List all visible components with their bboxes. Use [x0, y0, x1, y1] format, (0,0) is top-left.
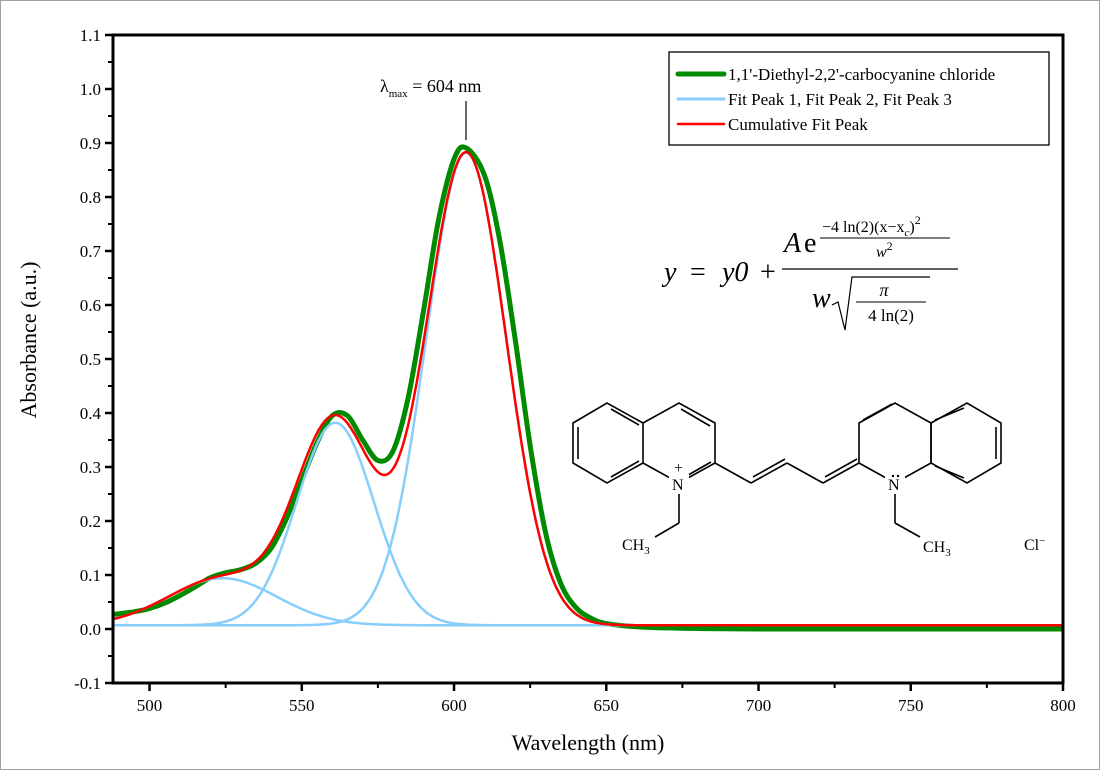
x-tick-label: 800 — [1050, 696, 1076, 715]
x-tick-label: 550 — [289, 696, 315, 715]
svg-text:−4 ln(2)(x−xc)2: −4 ln(2)(x−xc)2 — [822, 213, 921, 239]
y-tick-label: 0.1 — [80, 566, 101, 585]
x-tick-label: 650 — [594, 696, 620, 715]
molecule-labels: N + N CH3 CH3 Cl− — [622, 460, 1045, 559]
counterion-charge: − — [1039, 535, 1045, 547]
eq-y0: y0 — [719, 257, 748, 288]
n-plus-charge: + — [674, 460, 683, 477]
counterion: Cl — [1024, 537, 1040, 554]
x-axis-title: Wavelength (nm) — [512, 730, 665, 755]
eq-exp-den-pow: 2 — [887, 239, 893, 253]
right-dihydroquinoline-ring — [858, 402, 932, 484]
lambda-max-annotation: λmax = 604 nm — [380, 76, 481, 140]
eq-exp-close: ) — [909, 219, 914, 236]
left-benzene-ring — [572, 402, 644, 484]
lambda-value: = 604 nm — [408, 76, 482, 96]
series-fit-peak-2 — [113, 421, 1063, 627]
molecule-structure — [572, 402, 1002, 538]
plot-curves — [112, 144, 1063, 632]
svg-text:CH3: CH3 — [923, 539, 951, 559]
lambda-symbol: λ — [380, 76, 389, 96]
n-plus-atom: N — [672, 477, 684, 494]
y-tick-label: 1.1 — [80, 26, 101, 45]
y-tick-label: 1.0 — [80, 80, 101, 99]
lambda-subscript: max — [389, 88, 408, 100]
eq-equals: = — [690, 257, 706, 288]
legend-label-fit-peaks: Fit Peak 1, Fit Peak 2, Fit Peak 3 — [728, 90, 952, 109]
eq-exp-sub: c — [904, 227, 909, 239]
ch3-left: CH — [622, 537, 645, 554]
y-tick-label: 0.4 — [80, 404, 102, 423]
legend-label-data: 1,1'-Diethyl-2,2'-carbocyanine chloride — [728, 65, 995, 84]
n-neutral-atom: N — [888, 477, 900, 494]
ch3-right: CH — [923, 539, 946, 556]
legend-box — [668, 51, 1050, 146]
x-tick-label: 500 — [137, 696, 163, 715]
y-tick-label: 0.3 — [80, 458, 101, 477]
x-tick-label: 750 — [898, 696, 924, 715]
x-tick-label: 700 — [746, 696, 772, 715]
y-tick-label: 0.5 — [80, 350, 101, 369]
legend: 1,1'-Diethyl-2,2'-carbocyanine chloride … — [668, 51, 1050, 146]
y-tick-label: 0.6 — [80, 296, 101, 315]
legend-label-cumulative: Cumulative Fit Peak — [728, 115, 868, 134]
y-tick-label: 0.0 — [80, 620, 101, 639]
svg-text:Cl−: Cl− — [1024, 535, 1045, 554]
eq-e: e — [804, 228, 816, 259]
x-tick-label: 600 — [441, 696, 467, 715]
eq-exp-pow: 2 — [915, 213, 921, 227]
right-benzene-ring — [930, 402, 1002, 484]
axes: 500 550 600 650 700 750 800 -0.1 0.0 0.1 0.2 0.3 0.4… — [74, 26, 1076, 715]
svg-text:λmax = 604 nm: λmax = 604 nm — [380, 76, 481, 100]
eq-pi: π — [879, 280, 889, 300]
y-axis-title: Absorbance (a.u.) — [16, 262, 41, 419]
eq-sqrt-sign — [831, 276, 930, 331]
eq-den-w: w — [812, 283, 831, 314]
y-tick-label: -0.1 — [74, 674, 101, 693]
eq-plus: + — [760, 257, 776, 288]
y-tick-label: 0.7 — [80, 242, 102, 261]
eq-sqrt-den: 4 ln(2) — [868, 306, 914, 325]
gaussian-equation: y = y0 + A e −4 ln(2)(x−xc)2 w2 w π 4 ln… — [661, 213, 958, 331]
y-tick-label: 0.9 — [80, 134, 101, 153]
eq-exp-den: w — [876, 244, 887, 261]
y-tick-label: 0.8 — [80, 188, 101, 207]
svg-text:CH3: CH3 — [622, 537, 650, 557]
y-tick-label: 0.2 — [80, 512, 101, 531]
svg-text:w2: w2 — [876, 239, 893, 261]
series-cumulative-fit — [112, 150, 1063, 627]
eq-A: A — [782, 228, 802, 259]
eq-exp-numerator: −4 ln(2)(x−x — [822, 219, 904, 236]
eq-lhs: y — [661, 257, 677, 288]
